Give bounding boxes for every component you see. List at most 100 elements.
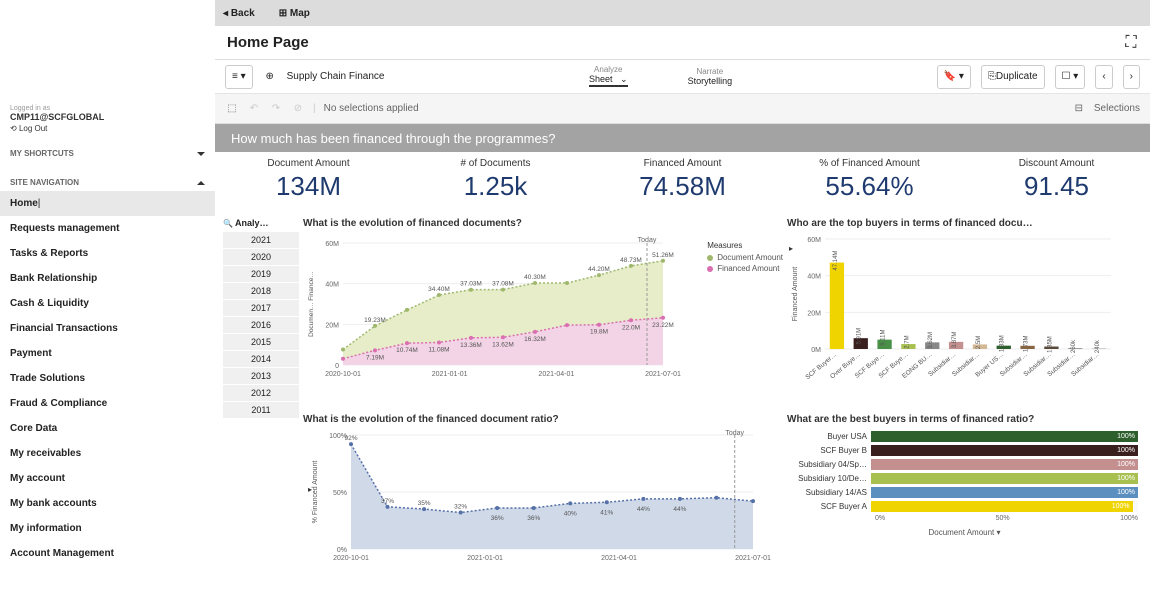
step-fwd-icon[interactable]: ↷ [269, 102, 283, 116]
toolbar: ≡ ▾ ⊕ Supply Chain Finance Analyze Sheet… [215, 60, 1150, 94]
svg-text:2021-07-01: 2021-07-01 [735, 555, 771, 562]
svg-text:20M: 20M [325, 322, 339, 329]
page-title: Home Page [227, 34, 309, 51]
chevron-down-icon [197, 152, 205, 156]
map-link[interactable]: ⊞ Map [279, 8, 322, 19]
svg-text:1.83M: 1.83M [1000, 335, 1006, 352]
svg-text:23.22M: 23.22M [652, 322, 674, 329]
svg-text:1.35M: 1.35M [1047, 336, 1053, 353]
selections-link[interactable]: Selections [1094, 103, 1140, 114]
bookmark-button[interactable]: 🔖 ▾ [937, 65, 971, 89]
sidebar-item-fraud-compliance[interactable]: Fraud & Compliance [0, 391, 215, 416]
svg-text:1.73M: 1.73M [1024, 335, 1030, 352]
svg-text:10.74M: 10.74M [396, 347, 418, 354]
svg-text:40%: 40% [564, 510, 577, 517]
chart-evolution-documents: What is the evolution of financed docume… [303, 218, 783, 410]
year-2021[interactable]: 2021 [223, 232, 299, 248]
display-button[interactable]: ☐ ▾ [1055, 65, 1086, 89]
svg-text:0%: 0% [337, 547, 347, 554]
year-header[interactable]: 🔍 Analy… [223, 218, 299, 228]
sidebar-item-my-bank-accounts[interactable]: My bank accounts [0, 491, 215, 516]
svg-text:51.26M: 51.26M [652, 252, 674, 259]
next-button[interactable]: › [1123, 65, 1140, 89]
kpi-financed-amount: Financed Amount74.58M [589, 158, 776, 212]
svg-text:16.32M: 16.32M [524, 336, 546, 343]
sidebar-item-trade-solutions[interactable]: Trade Solutions [0, 366, 215, 391]
svg-text:35%: 35% [418, 500, 431, 507]
app-label: Supply Chain Finance [287, 71, 385, 82]
chart-financed-ratio: What is the evolution of the financed do… [303, 414, 783, 606]
svg-text:34.40M: 34.40M [428, 286, 450, 293]
svg-text:2020-10-01: 2020-10-01 [333, 555, 369, 562]
back-link[interactable]: ◂ Back [223, 8, 267, 19]
section-sitenav[interactable]: SITE NAVIGATION [0, 174, 215, 191]
svg-text:Today: Today [725, 430, 744, 437]
svg-text:36%: 36% [527, 515, 540, 522]
no-selections-label: No selections applied [324, 103, 419, 114]
svg-text:2.7M: 2.7M [904, 335, 910, 348]
sidebar-item-cash-liquidity[interactable]: Cash & Liquidity [0, 291, 215, 316]
sidebar-item-tasks-reports[interactable]: Tasks & Reports [0, 241, 215, 266]
kpi-row: Document Amount134M# of Documents1.25kFi… [215, 152, 1150, 218]
chevron-up-icon [197, 181, 205, 185]
svg-text:60M: 60M [807, 237, 821, 244]
username: CMP11@SCFGLOBAL [10, 112, 205, 122]
svg-text:44%: 44% [637, 506, 650, 513]
year-2015[interactable]: 2015 [223, 334, 299, 350]
svg-text:37.03M: 37.03M [460, 281, 482, 288]
year-2013[interactable]: 2013 [223, 368, 299, 384]
year-2018[interactable]: 2018 [223, 283, 299, 299]
svg-text:2020-10-01: 2020-10-01 [325, 371, 361, 378]
year-2020[interactable]: 2020 [223, 249, 299, 265]
sidebar-item-account-management[interactable]: Account Management [0, 541, 215, 566]
svg-text:% Financed Amount: % Financed Amount [312, 461, 319, 524]
step-back-icon[interactable]: ↶ [247, 102, 261, 116]
sidebar-item-financial-transactions[interactable]: Financial Transactions [0, 316, 215, 341]
svg-text:60M: 60M [325, 241, 339, 248]
svg-text:37.08M: 37.08M [492, 281, 514, 288]
svg-text:32%: 32% [454, 504, 467, 511]
selection-tool-icon[interactable]: ⬚ [225, 102, 239, 116]
year-2012[interactable]: 2012 [223, 385, 299, 401]
selections-icon[interactable]: ⊟ [1072, 102, 1086, 116]
sidebar-item-payment[interactable]: Payment [0, 341, 215, 366]
year-2011[interactable]: 2011 [223, 402, 299, 418]
svg-text:48.73M: 48.73M [620, 257, 642, 264]
svg-text:40M: 40M [325, 282, 339, 289]
svg-text:20M: 20M [807, 310, 821, 317]
globe-icon: ⊕ [263, 70, 277, 84]
svg-text:7.19M: 7.19M [366, 354, 384, 361]
svg-text:Today: Today [638, 237, 657, 244]
svg-text:Financed Amount: Financed Amount [792, 267, 799, 322]
sidebar-item-home[interactable]: Home| [0, 191, 215, 216]
section-shortcuts[interactable]: MY SHORTCUTS [0, 145, 215, 162]
clear-icon[interactable]: ⊘ [291, 102, 305, 116]
logout-link[interactable]: ⟲ Log Out [10, 124, 205, 133]
sidebar-item-my-information[interactable]: My information [0, 516, 215, 541]
sidebar-item-my-receivables[interactable]: My receivables [0, 441, 215, 466]
sidebar-item-my-account[interactable]: My account [0, 466, 215, 491]
svg-text:2021-07-01: 2021-07-01 [645, 371, 681, 378]
svg-text:0: 0 [335, 363, 339, 370]
svg-text:47.14M: 47.14M [833, 251, 839, 271]
tab-analyze[interactable]: Analyze Sheet ⌄ [589, 66, 628, 87]
year-2019[interactable]: 2019 [223, 266, 299, 282]
year-2017[interactable]: 2017 [223, 300, 299, 316]
svg-text:44%: 44% [673, 506, 686, 513]
year-filter-panel: 🔍 Analy… 2021202020192018201720162015201… [223, 218, 299, 606]
svg-text:2021-01-01: 2021-01-01 [432, 371, 468, 378]
duplicate-button[interactable]: ⎘ Duplicate [981, 65, 1045, 89]
fullscreen-icon[interactable]: ⛶ [1124, 36, 1138, 50]
sidebar-item-core-data[interactable]: Core Data [0, 416, 215, 441]
sidebar-item-requests-management[interactable]: Requests management [0, 216, 215, 241]
sidebar-item-bank-relationship[interactable]: Bank Relationship [0, 266, 215, 291]
svg-text:37%: 37% [381, 498, 394, 505]
prev-button[interactable]: ‹ [1095, 65, 1112, 89]
year-2016[interactable]: 2016 [223, 317, 299, 333]
svg-text:36%: 36% [491, 515, 504, 522]
tab-narrate[interactable]: Narrate Storytelling [688, 68, 733, 87]
breadcrumb-bar: ◂ Back ⊞ Map [215, 0, 1150, 26]
menu-button[interactable]: ≡ ▾ [225, 65, 253, 89]
year-2014[interactable]: 2014 [223, 351, 299, 367]
selection-bar: ⬚ ↶ ↷ ⊘ | No selections applied ⊟ Select… [215, 94, 1150, 124]
